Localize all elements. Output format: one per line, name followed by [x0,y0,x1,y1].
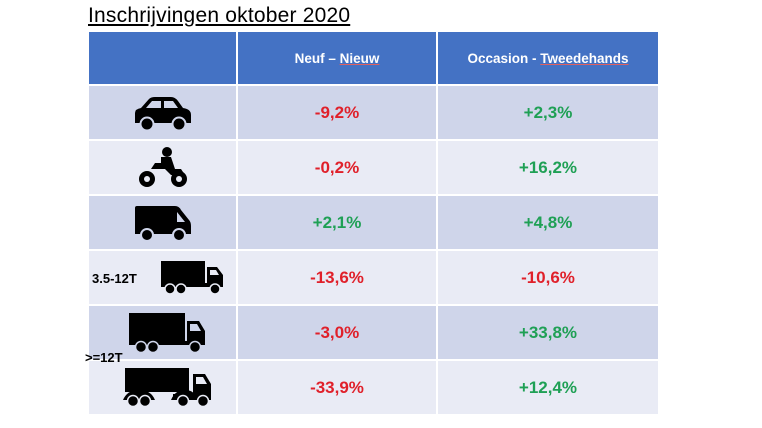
header-used: Occasion - Tweedehands [436,30,660,86]
cell-new: -13,6% [236,249,438,306]
motorcycle-icon [138,146,187,187]
truck-icon [160,260,223,295]
table-row: -0,2% +16,2% [87,139,660,196]
cell-used: +4,8% [436,194,660,251]
cell-new: -33,9% [236,359,438,416]
cell-used: +2,3% [436,84,660,141]
cell-new: -0,2% [236,139,438,196]
cell-new: +2,1% [236,194,438,251]
page-title: Inschrijvingen oktober 2020 [88,4,351,27]
table-row: >=12T -3,0% +33,8% [85,304,660,365]
cell-used: +33,8% [436,304,660,361]
table-row: -9,2% +2,3% [87,84,660,141]
registrations-table: Neuf – Nieuw Occasion - Tweedehands -9,2… [85,30,660,416]
table-row: +2,1% +4,8% [87,194,660,251]
header-new: Neuf – Nieuw [236,30,438,86]
cell-used: -10,6% [436,249,660,306]
weight-label: >=12T [85,350,123,365]
header-empty [87,30,238,86]
weight-label: 3.5-12T [92,271,137,286]
van-icon [134,205,191,242]
cell-new: -3,0% [236,304,438,361]
table-header: Neuf – Nieuw Occasion - Tweedehands [87,30,660,86]
truck-icon [128,312,205,353]
semi-truck-icon [122,367,211,407]
cell-new: -9,2% [236,84,438,141]
table-row: 3.5-12T -13,6% -10,6% [87,249,660,306]
car-icon [134,96,191,131]
table-row: -33,9% +12,4% [87,359,660,416]
cell-used: +16,2% [436,139,660,196]
cell-used: +12,4% [436,359,660,416]
